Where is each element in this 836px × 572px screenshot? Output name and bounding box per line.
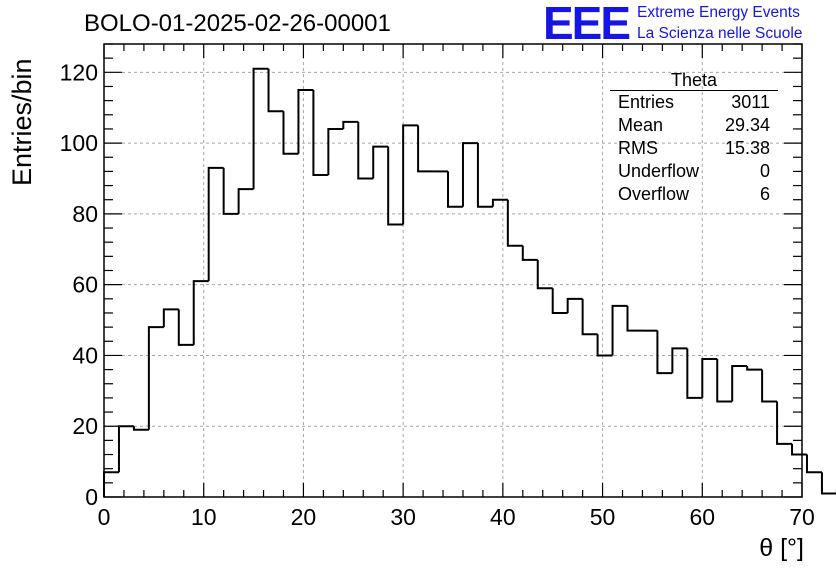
histogram-bin [267, 68, 284, 113]
x-tick-label: 60 [689, 504, 715, 530]
histogram-bin [192, 280, 209, 345]
histogram-bin [791, 443, 807, 456]
histogram-bin [611, 304, 628, 356]
histogram-bin [252, 67, 269, 190]
histogram-bin [491, 198, 508, 207]
histogram-bin [656, 330, 673, 375]
histogram-bin [357, 121, 374, 180]
histogram-bin [805, 454, 822, 474]
histogram-bin [237, 188, 254, 214]
histogram-bin [566, 297, 583, 313]
stats-value: 3011 [731, 92, 770, 112]
stats-value: 0 [759, 161, 770, 181]
histogram-bin [402, 124, 419, 225]
histogram-bin [312, 90, 329, 176]
x-tick-label: 70 [789, 504, 815, 530]
stats-row-entries: Entries 3011 [610, 91, 778, 114]
histogram-bin [761, 369, 778, 403]
stats-label: Underflow [618, 161, 700, 181]
histogram-bin [476, 143, 493, 208]
stats-label: Mean [618, 115, 664, 135]
histogram-bin [581, 298, 598, 336]
stats-label: RMS [618, 138, 658, 158]
histogram-bin [147, 326, 164, 430]
histogram-bin [342, 120, 359, 129]
stats-label: Overflow [618, 184, 690, 204]
histogram-bin [461, 142, 478, 207]
histogram-bin [686, 348, 703, 399]
logo-subtitle-line2: La Scienza nelle Scuole [637, 25, 803, 42]
y-tick-label: 60 [72, 272, 98, 298]
x-tick-label: 40 [490, 504, 516, 530]
stats-value: 15.38 [724, 138, 770, 158]
stats-box: Theta Entries 3011 Mean 29.34 RMS 15.38 … [610, 70, 778, 206]
stats-label: Entries [618, 92, 675, 112]
histogram-bin [103, 471, 119, 497]
stats-value: 29.34 [724, 115, 770, 135]
plot-frame [103, 43, 803, 498]
y-tick-label: 100 [60, 130, 98, 156]
y-tick-label: 40 [72, 342, 98, 368]
x-axis-label: θ [°] [759, 534, 804, 562]
histogram-bin [177, 309, 194, 346]
histogram-bin [731, 365, 748, 402]
histogram-bin [521, 245, 538, 261]
stats-row-underflow: Underflow 0 [610, 160, 778, 183]
stats-title: Theta [610, 70, 778, 91]
y-tick-label: 120 [60, 59, 98, 85]
histogram-bin [207, 166, 224, 282]
logo-subtitle-line1: Extreme Energy Events [637, 4, 800, 21]
run-title: BOLO-01-2025-02-26-00001 [84, 10, 391, 37]
eee-logo: EEE [543, 0, 631, 49]
x-tick-label: 10 [191, 504, 217, 530]
stats-row-overflow: Overflow 6 [610, 183, 778, 206]
histogram-bin [596, 334, 613, 357]
x-tick-label: 30 [390, 504, 416, 530]
histogram-bin [626, 305, 643, 332]
histogram-bin [117, 425, 134, 473]
histogram-bin [387, 146, 404, 226]
histogram-bin [372, 145, 389, 179]
histogram-bin [536, 259, 553, 290]
stats-row-mean: Mean 29.34 [610, 114, 778, 137]
histogram-bin [327, 127, 344, 175]
histogram-bin [282, 111, 299, 155]
histogram-bin [222, 167, 239, 215]
stats-value: 6 [759, 184, 770, 204]
histogram-bin [417, 125, 434, 173]
histogram-bin [297, 89, 314, 154]
histogram-bin [671, 347, 688, 374]
y-tick-label: 80 [72, 201, 98, 227]
histogram-bin [746, 366, 763, 371]
histogram-bin [701, 357, 718, 398]
stats-row-rms: RMS 15.38 [610, 137, 778, 160]
histogram-bin [132, 426, 149, 431]
histogram-bin [551, 288, 568, 314]
y-axis-label: Entries/bin [7, 58, 37, 186]
y-tick-label: 0 [85, 484, 98, 510]
x-tick-label: 0 [98, 504, 111, 530]
histogram-bin [716, 358, 733, 403]
histogram-bin [776, 401, 793, 445]
histogram-bin [447, 171, 463, 208]
x-tick-label: 50 [590, 504, 616, 530]
y-tick-label: 20 [72, 413, 98, 439]
x-tick-label: 20 [291, 504, 317, 530]
histogram-bin [820, 472, 836, 495]
histogram-bin [506, 199, 523, 247]
histogram-bin [162, 308, 179, 328]
